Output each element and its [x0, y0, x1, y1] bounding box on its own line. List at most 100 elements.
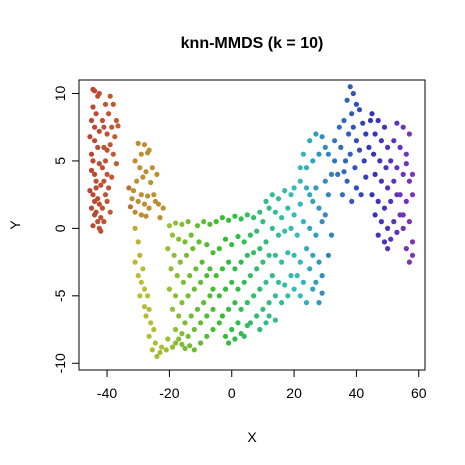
data-point [242, 334, 247, 339]
data-point [383, 165, 388, 170]
data-point [394, 121, 399, 126]
data-point [156, 202, 161, 207]
data-point [295, 273, 300, 278]
data-point [270, 226, 275, 231]
y-tick-label: -5 [52, 289, 68, 302]
data-point [223, 287, 228, 292]
data-point [137, 165, 142, 170]
data-point [105, 172, 110, 177]
data-point [143, 214, 148, 219]
data-point [316, 260, 321, 265]
data-point [106, 111, 111, 116]
data-point [363, 131, 368, 136]
x-tick-label: 60 [411, 385, 427, 401]
data-point [248, 233, 253, 238]
data-point [98, 229, 103, 234]
data-point [310, 199, 315, 204]
data-point [137, 253, 142, 258]
data-point [229, 242, 234, 247]
data-point [136, 273, 141, 278]
data-point [207, 222, 212, 227]
data-point [276, 196, 281, 201]
data-point [220, 215, 225, 220]
data-point [142, 202, 147, 207]
data-point [359, 192, 364, 197]
data-point [133, 210, 138, 215]
data-point [388, 199, 393, 204]
data-point [145, 193, 150, 198]
data-point [204, 242, 209, 247]
data-point [140, 175, 145, 180]
data-point [254, 229, 259, 234]
data-point [95, 145, 100, 150]
data-point [368, 118, 373, 123]
data-point [254, 266, 259, 271]
data-point [232, 214, 237, 219]
data-point [165, 336, 170, 341]
data-point [100, 118, 105, 123]
data-point [360, 121, 365, 126]
data-point [263, 320, 268, 325]
data-point [382, 125, 387, 130]
data-point [382, 206, 387, 211]
data-point [114, 161, 119, 166]
data-point [307, 192, 312, 197]
data-point [242, 239, 247, 244]
data-point [133, 260, 138, 265]
data-point [357, 107, 362, 112]
data-point [260, 219, 265, 224]
data-point [157, 215, 162, 220]
data-point [145, 293, 150, 298]
data-point [329, 172, 334, 177]
data-point [201, 300, 206, 305]
data-point [176, 313, 181, 318]
data-point [159, 345, 164, 350]
data-point [288, 273, 293, 278]
data-point [307, 138, 312, 143]
data-point [316, 300, 321, 305]
data-point [187, 343, 192, 348]
data-point [90, 87, 95, 92]
data-point [385, 246, 390, 251]
data-point [151, 192, 156, 197]
data-point [301, 280, 306, 285]
data-point [100, 206, 105, 211]
data-point [147, 307, 152, 312]
data-point [351, 125, 356, 130]
data-point [348, 152, 353, 157]
data-point [153, 340, 158, 345]
data-point [267, 253, 272, 258]
data-point [298, 202, 303, 207]
data-point [220, 313, 225, 318]
data-point [304, 185, 309, 190]
data-point [323, 212, 328, 217]
data-point [345, 179, 350, 184]
y-tick-label: 10 [52, 86, 68, 102]
data-point [326, 253, 331, 258]
data-point [251, 215, 256, 220]
data-point [248, 273, 253, 278]
data-point [129, 196, 134, 201]
data-point [172, 253, 177, 258]
data-point [254, 313, 259, 318]
data-point [195, 307, 200, 312]
data-point [260, 260, 265, 265]
data-point [167, 287, 172, 292]
data-point [198, 320, 203, 325]
data-point [310, 253, 315, 258]
data-point [170, 307, 175, 312]
data-point [196, 239, 201, 244]
data-point [279, 260, 284, 265]
data-point [313, 185, 318, 190]
data-point [94, 185, 99, 190]
data-point [340, 192, 345, 197]
data-point [139, 192, 144, 197]
data-point [232, 300, 237, 305]
data-point [332, 158, 337, 163]
data-point [257, 246, 262, 251]
data-point [404, 246, 409, 251]
data-point [108, 210, 113, 215]
data-point [101, 219, 106, 224]
data-point [201, 219, 206, 224]
data-point [186, 293, 191, 298]
